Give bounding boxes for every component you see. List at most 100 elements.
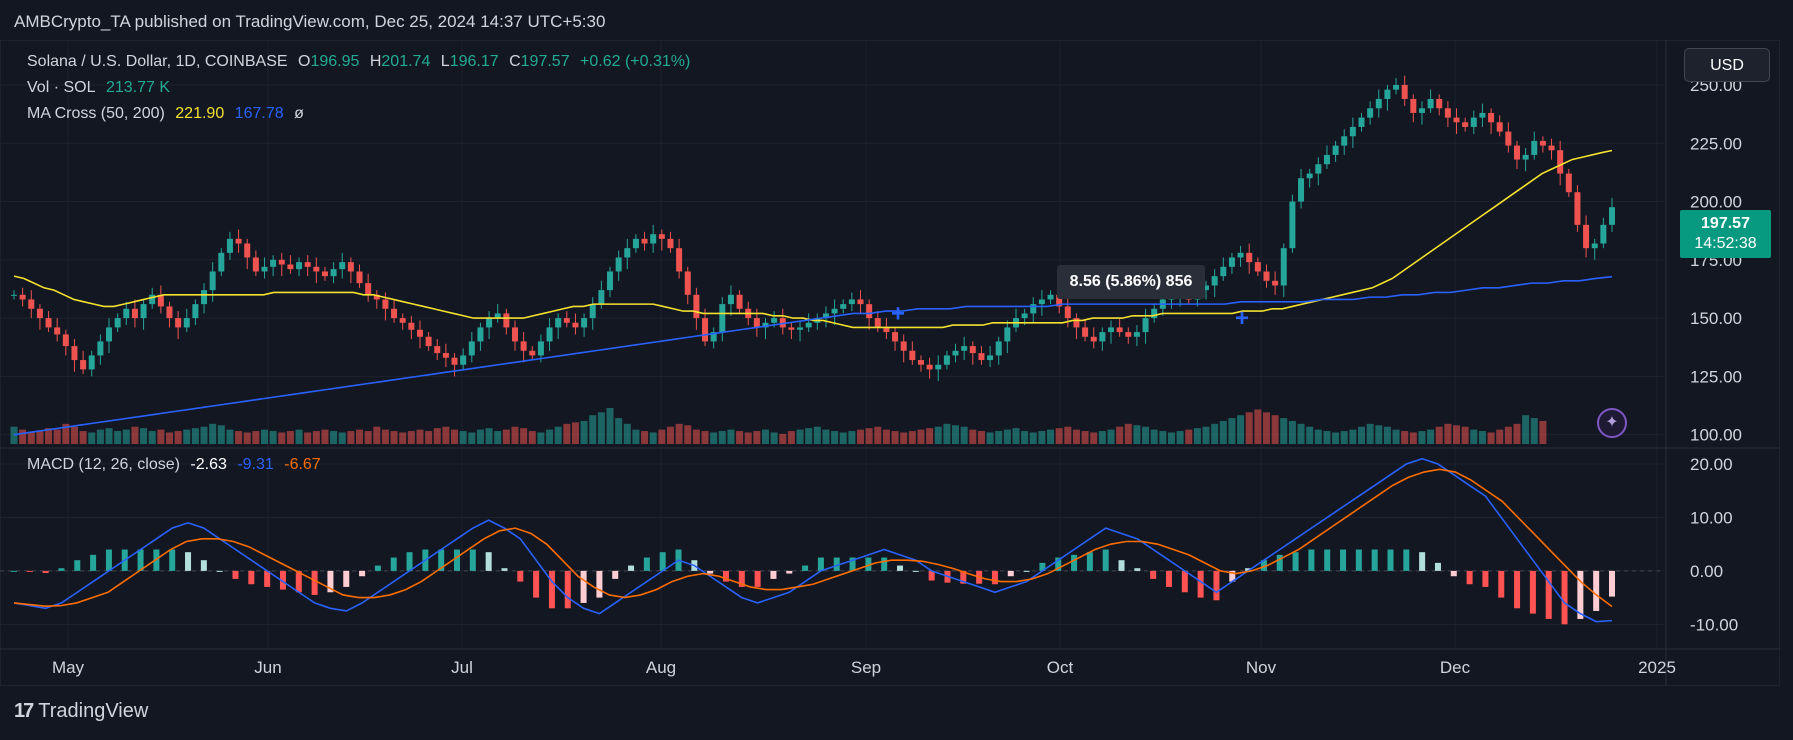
volume-bar: [433, 428, 441, 444]
volume-bar: [1003, 429, 1011, 444]
candle-body: [857, 299, 864, 305]
macd-histogram-bar: [1308, 549, 1315, 571]
currency-button[interactable]: USD: [1684, 48, 1770, 82]
volume-bar: [174, 431, 182, 444]
candle-body: [926, 364, 933, 370]
candle-body: [1203, 285, 1210, 291]
candle-body: [1496, 122, 1503, 132]
chart-area[interactable]: 250.00 225.00 200.00 175.00 150.00 125.00 100.…: [0, 39, 1781, 687]
low-value: 196.17: [449, 53, 499, 70]
volume-bar: [1358, 426, 1366, 444]
ma200-line: [13, 275, 1613, 436]
macd-histogram-bar: [722, 570, 729, 582]
volume-bar: [727, 429, 735, 444]
close-label: C: [509, 53, 521, 70]
volume-bar: [597, 412, 605, 444]
macd-histogram-bar: [1260, 560, 1267, 571]
volume-bar: [977, 431, 985, 444]
ma-cross-label[interactable]: MA Cross (50, 200): [27, 105, 165, 122]
volume-bar: [217, 425, 225, 444]
open-label: O: [298, 53, 311, 70]
tradingview-logo[interactable]: 17 TradingView: [14, 700, 148, 723]
volume-bar: [580, 420, 588, 444]
volume-bar: [952, 425, 960, 444]
candle-body: [1358, 117, 1365, 127]
macd-histogram-bar: [770, 570, 777, 579]
candle-body: [1436, 98, 1443, 109]
volume-bar: [908, 431, 916, 444]
macd-histogram-bar: [643, 557, 650, 571]
chart-svg[interactable]: 250.00225.00200.00175.00150.00125.00100.…: [0, 39, 1781, 687]
candle-body: [149, 294, 156, 305]
volume-bar: [1306, 426, 1314, 444]
volume-bar: [235, 431, 243, 444]
volume-bar: [19, 429, 27, 444]
candle-body: [978, 353, 985, 361]
volume-bar: [1055, 428, 1063, 444]
candle-body: [917, 360, 924, 365]
macd-histogram-bar: [580, 570, 587, 603]
candle-body: [166, 306, 173, 319]
volume-bar: [1280, 418, 1288, 444]
volume-bar: [1098, 431, 1106, 444]
candle-body: [1453, 117, 1460, 123]
candle-body: [615, 257, 622, 272]
candle-body: [373, 294, 380, 300]
volume-bar: [1314, 429, 1322, 444]
sparkle-icon[interactable]: ✦: [1597, 408, 1627, 438]
time-tick-label: Oct: [1047, 658, 1074, 677]
macd-histogram-bar: [1134, 568, 1141, 571]
volume-bar: [1202, 426, 1210, 444]
volume-bar: [373, 426, 381, 444]
volume-bar: [701, 431, 709, 444]
macd-histogram-bar: [469, 549, 476, 571]
volume-bar: [632, 429, 640, 444]
candle-body: [28, 299, 35, 309]
volume-bar: [1332, 432, 1340, 444]
macd-histogram-bar: [1609, 570, 1615, 597]
macd-histogram-bar: [485, 552, 492, 571]
volume-bar: [1271, 415, 1279, 444]
time-tick-label: May: [52, 658, 85, 677]
candle-body: [54, 327, 61, 335]
macd-histogram-bar: [517, 570, 524, 582]
volume-bar: [528, 431, 536, 444]
volume-bar: [105, 428, 113, 444]
measure-label: 8.56 (5.86%) 856: [1057, 265, 1205, 299]
volume-bar: [520, 428, 528, 444]
volume-bar: [779, 433, 787, 444]
chart-border: [0, 39, 1781, 687]
macd-label[interactable]: MACD (12, 26, close): [27, 456, 180, 473]
macd-histogram-bar: [612, 570, 619, 579]
volume-bar: [1530, 418, 1538, 444]
macd-histogram-bar: [1529, 570, 1536, 614]
volume-bar: [1392, 429, 1400, 444]
candle-body: [1462, 122, 1469, 127]
macd-histogram-bar: [1102, 549, 1109, 571]
volume-bar: [27, 432, 35, 444]
volume-bar: [200, 426, 208, 444]
candle-body: [537, 341, 544, 356]
volume-bar: [1444, 423, 1452, 444]
macd-tick-label: 0.00: [1690, 562, 1723, 581]
candle-body: [1600, 224, 1607, 244]
candle-body: [11, 294, 17, 296]
volume-bar: [1297, 423, 1305, 444]
candle-body: [848, 299, 855, 305]
time-tick-label: Aug: [646, 658, 676, 677]
symbol-name[interactable]: Solana / U.S. Dollar, 1D, COINBASE: [27, 53, 288, 70]
volume-bar: [934, 426, 942, 444]
volume-bar: [1237, 415, 1245, 444]
volume-bar: [79, 431, 87, 444]
candle-body: [632, 238, 639, 249]
candle-body: [97, 341, 104, 356]
macd-histogram-bar: [564, 570, 571, 609]
volume-label[interactable]: Vol · SOL: [27, 79, 96, 96]
candle-body: [391, 308, 398, 319]
volume-bar: [813, 426, 821, 444]
time-tick-label: Jun: [254, 658, 281, 677]
volume-bar: [1081, 431, 1089, 444]
tradingview-mark-icon: 17: [14, 700, 34, 722]
candle-body: [1367, 108, 1374, 118]
volume-bar: [511, 426, 519, 444]
